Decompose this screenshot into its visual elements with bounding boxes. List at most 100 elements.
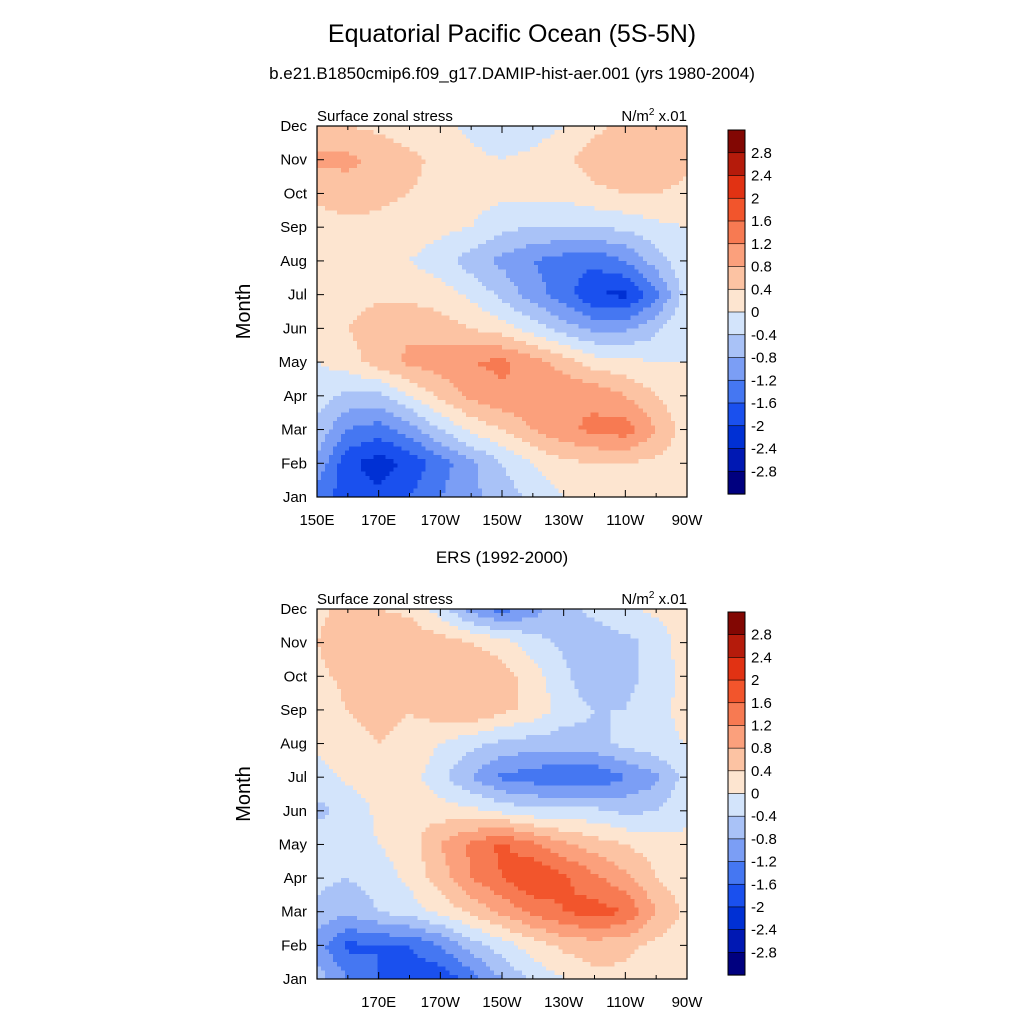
colorbar-label: -1.6 xyxy=(751,876,777,893)
colorbar-box xyxy=(728,884,745,907)
x-tick-label: 170W xyxy=(421,512,461,529)
x-tick-label: 170E xyxy=(361,994,396,1011)
colorbar-box xyxy=(728,380,745,403)
colorbar-label: 2 xyxy=(751,672,759,689)
y-tick-label: Sep xyxy=(280,702,307,719)
colorbar-box xyxy=(728,794,745,817)
colorbar-box xyxy=(728,289,745,312)
y-tick-label: Jun xyxy=(283,320,307,337)
y-axis-label: Month xyxy=(233,766,255,822)
colorbar-box xyxy=(728,176,745,199)
colorbar-label: -1.6 xyxy=(751,395,777,412)
colorbar-box xyxy=(728,952,745,975)
colorbar-box xyxy=(728,657,745,680)
y-axis-label: Month xyxy=(233,284,255,340)
x-tick-label: 150E xyxy=(299,512,334,529)
colorbar-label: -2 xyxy=(751,418,764,435)
colorbar-label: -2.4 xyxy=(751,922,777,939)
colorbar-label: -0.8 xyxy=(751,350,777,367)
colorbar-label: -2.8 xyxy=(751,463,777,480)
x-tick-label: 110W xyxy=(606,994,645,1011)
colorbar-box xyxy=(728,703,745,726)
x-tick-label: 150W xyxy=(482,994,522,1011)
colorbar-box xyxy=(728,403,745,426)
y-tick-label: Dec xyxy=(280,601,307,618)
y-tick-label: Jul xyxy=(288,769,307,786)
colorbar-box xyxy=(728,198,745,221)
y-tick-label: May xyxy=(279,836,308,853)
colorbar-box xyxy=(728,312,745,335)
y-tick-label: Aug xyxy=(280,253,307,270)
x-tick-label: 90W xyxy=(672,994,704,1011)
y-tick-label: Apr xyxy=(284,870,307,887)
y-tick-label: Jun xyxy=(283,803,307,820)
colorbar-label: -2.8 xyxy=(751,944,777,961)
colorbar-box xyxy=(728,449,745,472)
colorbar-box xyxy=(728,862,745,885)
y-tick-label: Nov xyxy=(280,635,307,652)
colorbar-box xyxy=(728,748,745,771)
colorbar-label: -2.4 xyxy=(751,441,777,458)
colorbar-box xyxy=(728,680,745,703)
colorbar-label: 0.8 xyxy=(751,740,772,757)
y-tick-label: Mar xyxy=(281,904,307,921)
panel-1: JanFebMarAprMayJunJulAugSepOctNovDec150E… xyxy=(233,107,777,529)
panel-left-label: Surface zonal stress xyxy=(317,108,453,125)
y-tick-label: Jan xyxy=(283,971,307,988)
colorbar-label: 0.4 xyxy=(751,763,772,780)
x-tick-label: 130W xyxy=(544,994,584,1011)
y-tick-label: Mar xyxy=(281,422,307,439)
colorbar-label: 2.8 xyxy=(751,145,772,162)
colorbar-box xyxy=(728,358,745,381)
colorbar-label: 2.8 xyxy=(751,627,772,644)
colorbar-label: 2.4 xyxy=(751,649,772,666)
colorbar-box xyxy=(728,221,745,244)
colorbar-label: 0.4 xyxy=(751,281,772,298)
colorbar-label: -2 xyxy=(751,899,764,916)
colorbar-label: 1.6 xyxy=(751,695,772,712)
colorbar-box xyxy=(728,471,745,494)
colorbar: 2.82.421.61.20.80.40-0.4-0.8-1.2-1.6-2-2… xyxy=(728,130,777,494)
y-tick-label: Sep xyxy=(280,219,307,236)
contour-fill xyxy=(317,609,688,980)
colorbar-box xyxy=(728,153,745,176)
panel-unit-label: N/m2 x.01 xyxy=(621,590,687,608)
colorbar-label: -1.2 xyxy=(751,854,777,871)
y-tick-label: Dec xyxy=(280,118,307,135)
y-tick-label: Oct xyxy=(284,185,308,202)
y-tick-label: Oct xyxy=(284,668,308,685)
colorbar-box xyxy=(728,816,745,839)
x-tick-label: 90W xyxy=(672,512,704,529)
colorbar-label: 1.2 xyxy=(751,236,772,253)
colorbar-box xyxy=(728,930,745,953)
colorbar-box xyxy=(728,725,745,748)
colorbar-box xyxy=(728,267,745,290)
colorbar-label: 0 xyxy=(751,786,759,803)
colorbar-label: -0.8 xyxy=(751,831,777,848)
colorbar-box xyxy=(728,907,745,930)
colorbar-label: 2.4 xyxy=(751,168,772,185)
panel-left-label: Surface zonal stress xyxy=(317,591,453,608)
colorbar-box xyxy=(728,130,745,153)
y-tick-label: Jul xyxy=(288,287,307,304)
panel-2: JanFebMarAprMayJunJulAugSepOctNovDec170E… xyxy=(233,590,777,1011)
colorbar-label: -1.2 xyxy=(751,372,777,389)
y-tick-label: Feb xyxy=(281,455,307,472)
x-tick-label: 130W xyxy=(544,512,584,529)
panel-unit-label: N/m2 x.01 xyxy=(621,107,687,125)
colorbar-label: 0 xyxy=(751,304,759,321)
colorbar-label: 0.8 xyxy=(751,259,772,276)
y-tick-label: Jan xyxy=(283,489,307,506)
x-tick-label: 170E xyxy=(361,512,396,529)
colorbar-box xyxy=(728,244,745,267)
colorbar-box xyxy=(728,335,745,358)
y-tick-label: Apr xyxy=(284,388,307,405)
x-tick-label: 150W xyxy=(482,512,522,529)
y-tick-label: Aug xyxy=(280,736,307,753)
colorbar-label: -0.4 xyxy=(751,808,777,825)
contour-fill xyxy=(317,126,688,498)
colorbar-box xyxy=(728,839,745,862)
y-tick-label: Nov xyxy=(280,152,307,169)
colorbar: 2.82.421.61.20.80.40-0.4-0.8-1.2-1.6-2-2… xyxy=(728,612,777,975)
